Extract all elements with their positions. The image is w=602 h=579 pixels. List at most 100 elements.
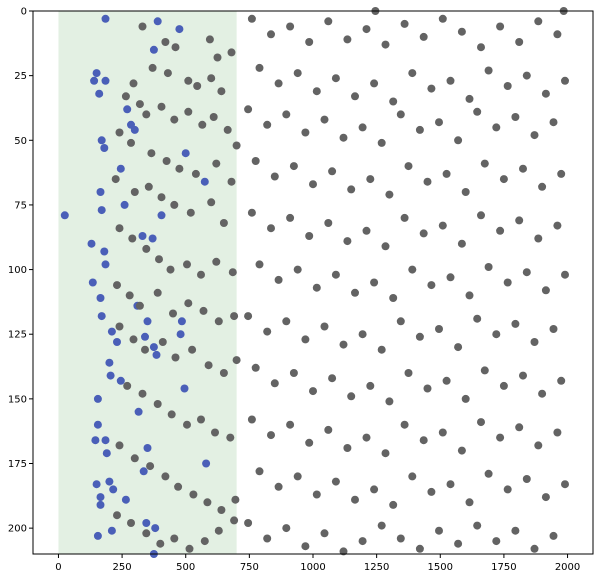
- data-point: [301, 335, 310, 344]
- data-point: [207, 74, 216, 83]
- data-point: [328, 167, 337, 176]
- data-point: [435, 325, 443, 333]
- data-point: [366, 381, 375, 390]
- data-point: [286, 22, 295, 31]
- data-point: [232, 141, 241, 150]
- data-point: [212, 159, 221, 168]
- data-point: [143, 444, 152, 452]
- data-point: [153, 17, 162, 26]
- data-point: [522, 268, 531, 277]
- data-point: [123, 381, 132, 390]
- y-tick-label: 175: [8, 459, 27, 470]
- data-point: [176, 330, 185, 339]
- data-point: [96, 294, 105, 302]
- data-point: [289, 369, 298, 377]
- data-point: [214, 317, 223, 326]
- data-point: [473, 107, 482, 116]
- data-point: [519, 164, 527, 173]
- data-point: [301, 128, 310, 137]
- data-point: [106, 371, 115, 380]
- data-point: [312, 490, 321, 499]
- data-point: [228, 268, 237, 277]
- data-point: [92, 480, 101, 489]
- data-point: [270, 379, 279, 388]
- data-point: [116, 376, 125, 385]
- data-point: [144, 182, 153, 191]
- data-point: [305, 38, 314, 46]
- data-point: [415, 544, 424, 553]
- data-point: [274, 79, 283, 88]
- data-point: [400, 19, 409, 28]
- data-point: [312, 283, 321, 292]
- data-point: [320, 322, 329, 331]
- data-point: [396, 110, 405, 119]
- data-point: [293, 265, 302, 274]
- data-point: [561, 76, 569, 85]
- data-point: [202, 459, 211, 468]
- data-point: [198, 120, 207, 129]
- data-point: [305, 232, 314, 240]
- data-point: [123, 105, 132, 114]
- data-point: [130, 454, 139, 463]
- data-point: [282, 524, 291, 533]
- data-point: [148, 63, 157, 72]
- data-point: [105, 477, 114, 486]
- data-point: [167, 410, 176, 419]
- data-point: [423, 177, 432, 186]
- data-point: [557, 376, 566, 385]
- data-point: [358, 537, 367, 546]
- data-point: [209, 113, 218, 121]
- data-point: [396, 317, 405, 326]
- data-point: [446, 76, 455, 85]
- data-point: [138, 232, 147, 240]
- data-point: [100, 144, 109, 152]
- data-point: [95, 89, 104, 98]
- data-point: [293, 472, 302, 481]
- data-point: [385, 397, 394, 406]
- data-point: [541, 493, 550, 502]
- data-point: [492, 330, 501, 339]
- data-point: [155, 255, 163, 264]
- data-point: [499, 175, 508, 184]
- data-point: [541, 286, 550, 295]
- data-point: [457, 446, 466, 455]
- data-point: [171, 43, 180, 52]
- data-point: [129, 335, 138, 344]
- data-point: [492, 123, 501, 132]
- data-point: [157, 193, 166, 202]
- data-point: [267, 431, 275, 440]
- data-point: [156, 539, 165, 548]
- data-point: [553, 30, 562, 39]
- data-point: [101, 436, 110, 445]
- y-tick-label: 0: [21, 7, 27, 18]
- y-tick-label: 75: [14, 200, 27, 211]
- data-point: [232, 356, 241, 365]
- data-point: [389, 294, 398, 302]
- data-point: [419, 32, 428, 41]
- data-point: [197, 270, 205, 279]
- data-point: [435, 118, 443, 127]
- data-point: [169, 309, 177, 318]
- x-tick-label: 1500: [428, 562, 453, 573]
- data-point: [267, 224, 275, 233]
- data-point: [227, 177, 236, 186]
- data-point: [530, 338, 539, 346]
- data-point: [244, 312, 253, 321]
- data-point: [191, 169, 200, 178]
- data-point: [435, 526, 443, 535]
- x-tick-label: 1000: [300, 562, 325, 573]
- data-point: [200, 537, 209, 546]
- data-point: [511, 113, 520, 121]
- data-point: [541, 89, 550, 98]
- data-point: [370, 485, 379, 494]
- data-point: [480, 159, 489, 168]
- data-point: [113, 281, 121, 290]
- y-tick-label: 50: [14, 136, 27, 147]
- data-point: [97, 136, 106, 145]
- data-point: [286, 213, 295, 222]
- data-point: [142, 519, 151, 527]
- data-point: [438, 221, 447, 230]
- data-point: [328, 374, 337, 383]
- data-point: [251, 157, 260, 165]
- data-point: [473, 521, 482, 530]
